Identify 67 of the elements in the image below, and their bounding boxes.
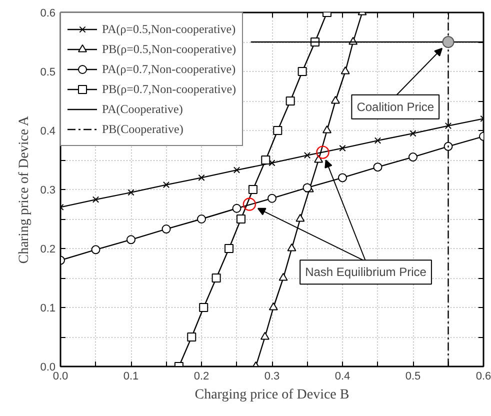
point — [298, 67, 307, 76]
point — [187, 332, 196, 342]
point — [236, 214, 246, 224]
point — [162, 181, 170, 188]
point — [338, 173, 347, 182]
x-tick-label: 0.2 — [194, 370, 210, 382]
point — [268, 194, 276, 203]
point — [287, 243, 296, 252]
point — [248, 185, 258, 194]
y-tick-label: 0.3 — [40, 184, 56, 196]
point — [91, 245, 100, 254]
point — [410, 130, 416, 137]
legend-label: PB(Cooperative) — [102, 120, 184, 138]
point — [268, 160, 276, 166]
x-tick-label: 0.5 — [405, 370, 421, 382]
point — [242, 198, 256, 211]
x-tick-label: 0.6 — [476, 370, 491, 382]
point — [340, 66, 350, 74]
x-tick-label: 0.1 — [123, 370, 139, 382]
x-tick-label: 0.4 — [334, 370, 350, 382]
point — [212, 274, 221, 282]
point — [339, 144, 346, 152]
point — [128, 189, 134, 196]
legend-label: PB(ρ=0.7,Non-cooperative) — [102, 80, 236, 98]
point — [199, 303, 208, 312]
point — [374, 137, 382, 144]
point — [268, 302, 278, 310]
point — [260, 332, 270, 340]
point — [92, 196, 100, 203]
x-tick-label: 0.3 — [264, 370, 280, 382]
point — [232, 204, 242, 213]
legend-label: PA(ρ=0.7,Non-cooperative) — [102, 60, 236, 78]
point — [273, 126, 282, 135]
annotation: Coalition Price — [356, 100, 434, 114]
annotation: Nash Equilibrium Price — [305, 265, 427, 280]
point — [444, 122, 452, 130]
point — [314, 154, 324, 163]
point — [373, 162, 382, 172]
y-tick-label: 0.6 — [40, 8, 56, 20]
point — [408, 152, 418, 162]
point — [330, 96, 340, 104]
point — [197, 214, 206, 224]
y-tick-label: 0.5 — [40, 66, 56, 78]
point — [296, 214, 305, 222]
x-tick-label: 0.0 — [52, 370, 68, 382]
point — [126, 235, 136, 244]
y-tick-label: 0.0 — [40, 362, 56, 374]
point — [261, 156, 270, 164]
legend-label: PB(ρ=0.5,Non-cooperative) — [102, 40, 236, 58]
legend-label: PA(ρ=0.5,Non-cooperative) — [102, 20, 236, 38]
point — [304, 152, 311, 159]
point — [162, 224, 171, 234]
point — [198, 174, 205, 182]
y-tick-label: 0.1 — [40, 302, 56, 314]
point — [444, 142, 453, 151]
point — [224, 244, 234, 253]
y-axis-title: Charing price of Device A — [17, 115, 32, 264]
y-tick-label: 0.2 — [40, 244, 56, 256]
point — [286, 96, 295, 106]
x-axis-title: Charging price of Device B — [194, 388, 350, 402]
point — [278, 272, 288, 281]
y-tick-label: 0.4 — [40, 126, 56, 138]
legend-label: PA(Cooperative) — [102, 100, 183, 118]
point — [233, 166, 240, 174]
point — [316, 146, 330, 159]
point — [442, 36, 454, 48]
point — [322, 125, 332, 134]
